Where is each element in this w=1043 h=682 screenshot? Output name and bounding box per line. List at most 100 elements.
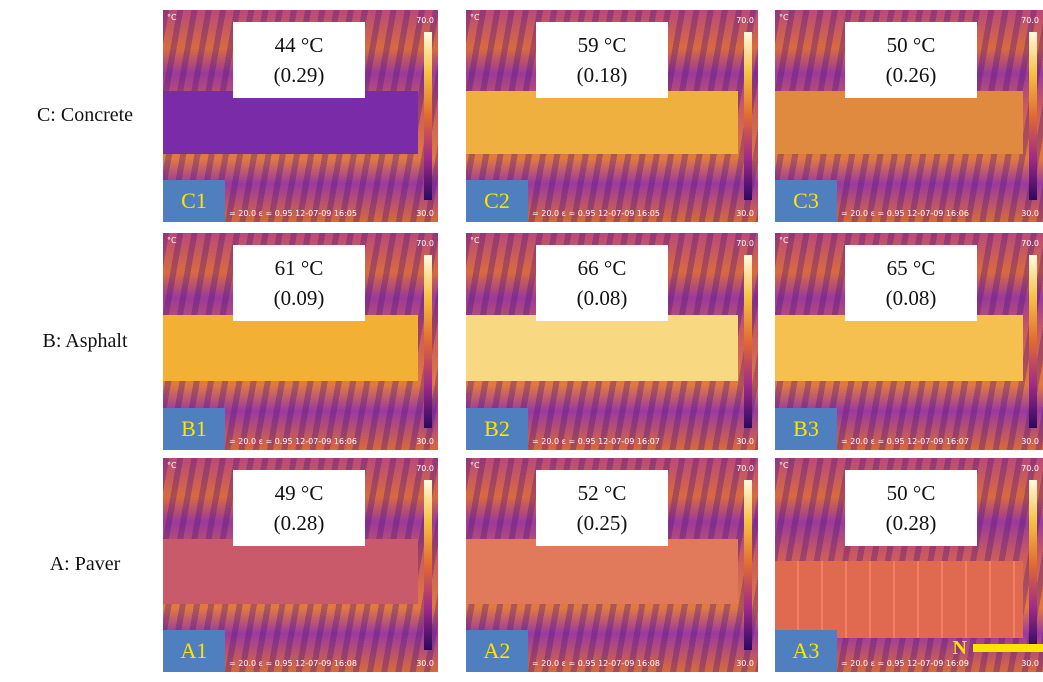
surface (775, 561, 1023, 638)
panel-id: C2 (466, 180, 528, 222)
panel-id: C1 (163, 180, 225, 222)
albedo: (0.09) (233, 283, 365, 313)
thermal-image: °C 70.0 30.0 = 20.0 ε = 0.95 12-07-09 16:08… (163, 458, 438, 672)
temperature: 44 °C (233, 30, 365, 60)
scale-unit: °C (470, 461, 480, 470)
surface (466, 315, 738, 380)
albedo: (0.08) (536, 283, 668, 313)
row-label: A: Paver (0, 553, 170, 576)
scale-min: 30.0 (416, 437, 434, 446)
scale-unit: °C (167, 236, 177, 245)
value-box: 61 °C(0.09) (233, 245, 365, 321)
row-label: B: Asphalt (0, 330, 170, 353)
scale-unit: °C (470, 13, 480, 22)
scale-max: 70.0 (736, 464, 754, 473)
scale-unit: °C (779, 236, 789, 245)
thermal-image: °C 70.0 30.0 = 20.0 ε = 0.95 12-07-09 16:07… (466, 233, 758, 450)
surface (775, 315, 1023, 380)
surface (775, 91, 1023, 155)
thermal-image: °C 70.0 30.0 = 20.0 ε = 0.95 12-07-09 16:09… (775, 458, 1043, 672)
scale-min: 30.0 (416, 209, 434, 218)
temperature: 50 °C (845, 30, 977, 60)
color-bar (744, 255, 752, 428)
scale-min: 30.0 (736, 437, 754, 446)
stamp: = 20.0 ε = 0.95 12-07-09 16:09 (841, 659, 969, 668)
value-box: 52 °C(0.25) (536, 470, 668, 546)
color-bar (1029, 255, 1037, 428)
scale-min: 30.0 (1021, 209, 1039, 218)
value-box: 65 °C(0.08) (845, 245, 977, 321)
scale-unit: °C (779, 461, 789, 470)
figure: C: Concrete °C 70.0 30.0 = 20.0 ε = 0.95 12-… (0, 0, 1043, 682)
color-bar (1029, 32, 1037, 200)
north-arrow (973, 644, 1043, 652)
panel-id: A1 (163, 630, 225, 672)
thermal-image: °C 70.0 30.0 = 20.0 ε = 0.95 12-07-09 16:06… (163, 233, 438, 450)
color-bar (1029, 480, 1037, 650)
thermal-image: °C 70.0 30.0 = 20.0 ε = 0.95 12-07-09 16:06… (775, 10, 1043, 222)
stamp: = 20.0 ε = 0.95 12-07-09 16:07 (841, 437, 969, 446)
scale-max: 70.0 (736, 239, 754, 248)
temperature: 61 °C (233, 253, 365, 283)
color-bar (424, 480, 432, 650)
surface (466, 539, 738, 603)
scale-max: 70.0 (416, 16, 434, 25)
thermal-image: °C 70.0 30.0 = 20.0 ε = 0.95 12-07-09 16:05… (163, 10, 438, 222)
scale-unit: °C (470, 236, 480, 245)
panel-id: A2 (466, 630, 528, 672)
color-bar (744, 480, 752, 650)
stamp: = 20.0 ε = 0.95 12-07-09 16:05 (229, 209, 357, 218)
albedo: (0.18) (536, 60, 668, 90)
stamp: = 20.0 ε = 0.95 12-07-09 16:06 (841, 209, 969, 218)
albedo: (0.08) (845, 283, 977, 313)
stamp: = 20.0 ε = 0.95 12-07-09 16:08 (532, 659, 660, 668)
temperature: 50 °C (845, 478, 977, 508)
thermal-image: °C 70.0 30.0 = 20.0 ε = 0.95 12-07-09 16:07… (775, 233, 1043, 450)
scale-max: 70.0 (416, 239, 434, 248)
surface (466, 91, 738, 155)
temperature: 65 °C (845, 253, 977, 283)
panel-id: B2 (466, 408, 528, 450)
panel-id: C3 (775, 180, 837, 222)
value-box: 66 °C(0.08) (536, 245, 668, 321)
temperature: 59 °C (536, 30, 668, 60)
stamp: = 20.0 ε = 0.95 12-07-09 16:06 (229, 437, 357, 446)
scale-min: 30.0 (416, 659, 434, 668)
color-bar (424, 32, 432, 200)
scale-min: 30.0 (736, 659, 754, 668)
row-label: C: Concrete (0, 104, 170, 127)
scale-min: 30.0 (1021, 437, 1039, 446)
scale-min: 30.0 (736, 209, 754, 218)
temperature: 49 °C (233, 478, 365, 508)
surface (163, 539, 418, 603)
temperature: 66 °C (536, 253, 668, 283)
stamp: = 20.0 ε = 0.95 12-07-09 16:07 (532, 437, 660, 446)
panel-id: B1 (163, 408, 225, 450)
value-box: 49 °C(0.28) (233, 470, 365, 546)
scale-unit: °C (779, 13, 789, 22)
value-box: 50 °C(0.28) (845, 470, 977, 546)
albedo: (0.28) (845, 508, 977, 538)
scale-max: 70.0 (1021, 239, 1039, 248)
albedo: (0.26) (845, 60, 977, 90)
scale-max: 70.0 (416, 464, 434, 473)
scale-unit: °C (167, 461, 177, 470)
scale-max: 70.0 (1021, 16, 1039, 25)
scale-unit: °C (167, 13, 177, 22)
surface (163, 315, 418, 380)
north-label: N (953, 637, 967, 660)
albedo: (0.28) (233, 508, 365, 538)
panel-id: A3 (775, 630, 837, 672)
temperature: 52 °C (536, 478, 668, 508)
stamp: = 20.0 ε = 0.95 12-07-09 16:05 (532, 209, 660, 218)
value-box: 44 °C(0.29) (233, 22, 365, 98)
value-box: 59 °C(0.18) (536, 22, 668, 98)
scale-max: 70.0 (1021, 464, 1039, 473)
thermal-image: °C 70.0 30.0 = 20.0 ε = 0.95 12-07-09 16:08… (466, 458, 758, 672)
scale-min: 30.0 (1021, 659, 1039, 668)
value-box: 50 °C(0.26) (845, 22, 977, 98)
color-bar (744, 32, 752, 200)
albedo: (0.29) (233, 60, 365, 90)
stamp: = 20.0 ε = 0.95 12-07-09 16:08 (229, 659, 357, 668)
